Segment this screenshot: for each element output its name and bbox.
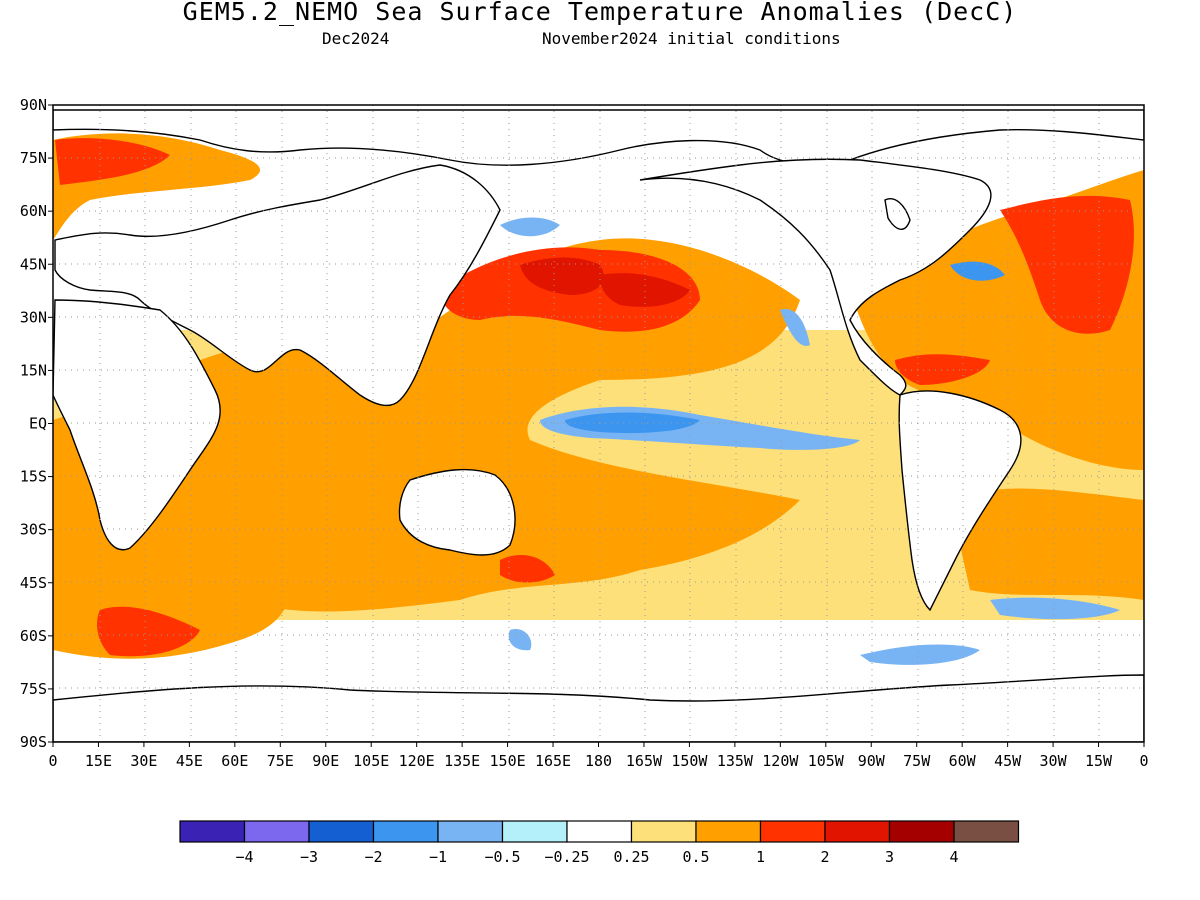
legend-label: −1 xyxy=(429,848,447,866)
legend-swatch xyxy=(824,820,891,843)
lat-label: 75S xyxy=(20,680,47,698)
legend-label: −2 xyxy=(364,848,382,866)
lon-label: 165E xyxy=(535,752,571,770)
lon-label: 165W xyxy=(626,752,663,770)
lat-label: 60N xyxy=(20,202,47,220)
legend-label: −0.5 xyxy=(484,848,520,866)
lon-label: 90E xyxy=(312,752,339,770)
lon-label: 15E xyxy=(85,752,112,770)
legend-swatch xyxy=(566,820,633,843)
lat-label: 75N xyxy=(20,149,47,167)
graticule-lines xyxy=(53,105,1144,742)
legend-label: −0.25 xyxy=(544,848,589,866)
lon-label: 30W xyxy=(1040,752,1068,770)
lat-label: 45S xyxy=(20,574,47,592)
lon-label: 120W xyxy=(762,752,799,770)
lon-label: 45E xyxy=(176,752,203,770)
lat-label: 60S xyxy=(20,627,47,645)
lon-label: 60W xyxy=(949,752,977,770)
lon-label: 105E xyxy=(353,752,389,770)
lat-label: 90N xyxy=(20,96,47,114)
lat-label: 15S xyxy=(20,468,47,486)
lon-label: 45W xyxy=(994,752,1022,770)
legend-label: 2 xyxy=(820,848,829,866)
legend-swatch xyxy=(695,820,762,843)
lon-label: 90W xyxy=(858,752,886,770)
lon-label: 15W xyxy=(1085,752,1113,770)
legend-swatch xyxy=(953,820,1020,843)
legend-swatch xyxy=(501,820,568,843)
lat-label: 45N xyxy=(20,255,47,273)
lat-label: 90S xyxy=(20,733,47,751)
legend-swatch xyxy=(308,820,375,843)
lon-label: 30E xyxy=(130,752,157,770)
lon-label: 0 xyxy=(1139,752,1148,770)
lon-label: 150E xyxy=(490,752,526,770)
legend-swatch xyxy=(179,820,246,843)
legend-swatch xyxy=(630,820,697,843)
legend-label: −3 xyxy=(300,848,318,866)
figure-title: GEM5.2_NEMO Sea Surface Temperature Anom… xyxy=(182,0,1018,26)
lon-label: 75W xyxy=(903,752,931,770)
lon-label: 75E xyxy=(267,752,294,770)
legend-label: 1 xyxy=(756,848,765,866)
lon-label: 135W xyxy=(717,752,754,770)
init-conditions-subtitle: November2024 initial conditions xyxy=(542,29,841,48)
legend-swatch xyxy=(243,820,310,843)
legend-swatch xyxy=(759,820,826,843)
legend-label: 0.25 xyxy=(613,848,649,866)
legend-swatch xyxy=(372,820,439,843)
continent-outlines xyxy=(53,109,1144,742)
legend-swatch xyxy=(437,820,504,843)
lat-label: 15N xyxy=(20,361,47,379)
lon-label: 150W xyxy=(671,752,708,770)
color-legend: −4 −3 −2 −1 −0.5 −0.25 0.25 0.5 1 2 3 4 xyxy=(179,820,1020,866)
lon-label: 135E xyxy=(444,752,480,770)
lon-label: 0 xyxy=(48,752,57,770)
legend-label: −4 xyxy=(235,848,253,866)
lon-label: 105W xyxy=(808,752,845,770)
lon-label: 60E xyxy=(221,752,248,770)
lat-label: 30S xyxy=(20,521,47,539)
legend-label: 3 xyxy=(885,848,894,866)
lat-label: 30N xyxy=(20,308,47,326)
legend-label: 4 xyxy=(949,848,958,866)
lon-label: 180 xyxy=(585,752,612,770)
legend-swatch xyxy=(888,820,955,843)
valid-date-subtitle: Dec2024 xyxy=(322,29,390,48)
lat-label: EQ xyxy=(29,415,47,433)
lon-label: 120E xyxy=(399,752,435,770)
legend-label: 0.5 xyxy=(682,848,709,866)
